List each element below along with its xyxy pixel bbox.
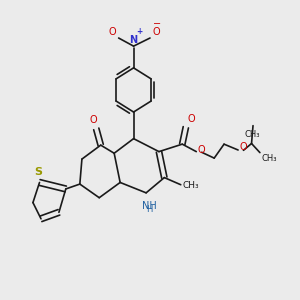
Text: N: N <box>130 35 138 45</box>
Text: O: O <box>187 114 195 124</box>
Text: CH₃: CH₃ <box>261 154 277 163</box>
Text: O: O <box>109 27 116 37</box>
Text: O: O <box>240 142 247 152</box>
Text: +: + <box>136 27 142 36</box>
Text: CH₃: CH₃ <box>245 130 260 139</box>
Text: O: O <box>197 145 205 155</box>
Text: −: − <box>152 19 160 29</box>
Text: O: O <box>89 115 97 125</box>
Text: S: S <box>34 167 42 177</box>
Text: CH₃: CH₃ <box>182 181 199 190</box>
Text: H: H <box>146 205 152 214</box>
Text: O: O <box>152 27 160 37</box>
Text: NH: NH <box>142 201 157 211</box>
